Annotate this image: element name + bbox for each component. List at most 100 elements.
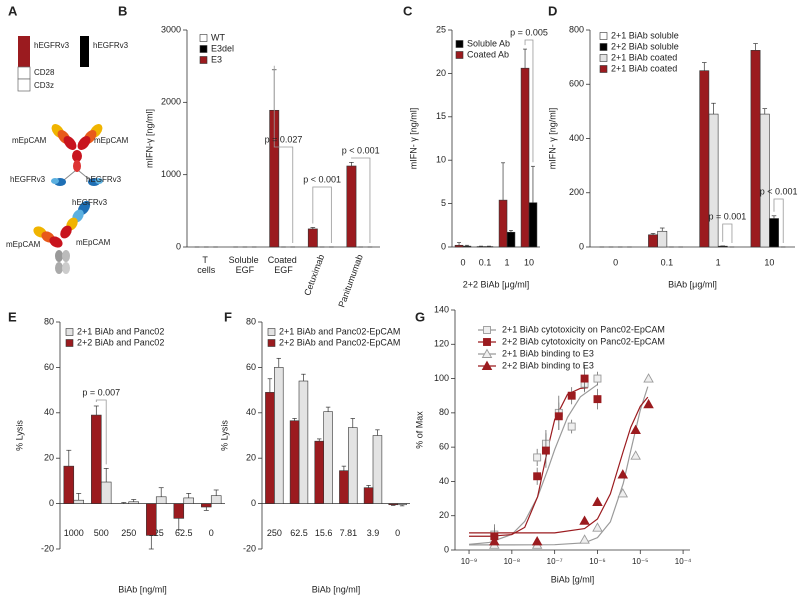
x-tick-label: 250 — [267, 528, 282, 538]
bar — [372, 435, 383, 504]
x-tick-label: 0 — [613, 257, 618, 267]
marker — [533, 453, 542, 462]
bar — [348, 427, 358, 504]
significance-bracket — [95, 399, 107, 465]
x-tick-label: 62.5 — [290, 528, 308, 538]
marker — [630, 424, 641, 434]
bar — [339, 470, 349, 504]
legend-swatch — [65, 328, 74, 336]
marker — [630, 450, 641, 460]
y-axis-label: mIFN- γ [ng/ml] — [408, 108, 418, 170]
p-value: p = 0.005 — [510, 27, 548, 37]
y-tick-label: 1000 — [161, 169, 181, 179]
bar — [717, 245, 728, 248]
legend-label: 2+2 BiAb cytotoxicity on Panc02-EpCAM — [502, 336, 665, 346]
p-value: p = 0.007 — [82, 387, 120, 397]
legend-label: 2+1 BiAb coated — [611, 63, 677, 73]
legend-label: 2+1 BiAb and Panc02-EpCAM — [279, 326, 400, 336]
bar — [314, 440, 324, 504]
x-tick-label: 0 — [460, 257, 465, 267]
y-axis-label: % Lysis — [14, 420, 24, 451]
bar — [506, 231, 516, 248]
bar — [146, 503, 157, 536]
significance-bracket — [524, 39, 534, 163]
marker — [579, 515, 590, 525]
fit-curve — [468, 384, 598, 545]
y-tick-label: 20 — [44, 453, 54, 463]
bar — [708, 113, 719, 248]
legend-label: 2+2 BiAb and Panc02 — [77, 337, 164, 347]
legend-label: 2+2 BiAb binding to E3 — [502, 360, 594, 370]
x-tick-label: 500 — [94, 528, 109, 538]
legend-label: 2+1 BiAb binding to E3 — [502, 348, 594, 358]
x-tick-label: 10⁻⁴ — [675, 557, 692, 566]
marker — [643, 398, 654, 409]
x-tick-label: 10⁻⁸ — [504, 557, 521, 566]
bar — [210, 495, 222, 504]
legend-label: 2+1 BiAb cytotoxicity on Panc02-EpCAM — [502, 324, 665, 334]
legend-swatch — [455, 40, 464, 48]
marker — [554, 412, 563, 421]
legend-swatch — [199, 34, 208, 42]
bar — [657, 230, 668, 248]
bar — [346, 165, 357, 248]
legend-label: 2+1 BiAb and Panc02 — [77, 326, 164, 336]
legend-label: 2+1 BiAb soluble — [611, 30, 679, 40]
y-tick-label: 80 — [246, 316, 256, 326]
bar — [274, 367, 284, 504]
bar — [201, 503, 212, 508]
x-tick-label: 0 — [209, 528, 214, 538]
x-tick-label: 7.81 — [340, 528, 358, 538]
y-axis-label: % Lysis — [219, 420, 229, 451]
panel-letter: E — [8, 309, 17, 324]
p-value: p < 0.001 — [303, 174, 341, 184]
y-tick-label: -20 — [41, 543, 54, 553]
p-value: p = 0.001 — [708, 211, 746, 221]
bar — [750, 50, 761, 248]
legend-label: 2+1 BiAb coated — [611, 52, 677, 62]
y-tick-label: 60 — [439, 442, 449, 452]
y-tick-label: 40 — [246, 407, 256, 417]
y-tick-label: 2000 — [161, 97, 181, 107]
legend-label: E3 — [211, 54, 222, 64]
y-tick-label: 0 — [251, 498, 256, 508]
y-tick-label: 800 — [569, 24, 584, 34]
p-value: p < 0.001 — [342, 145, 380, 155]
x-tick-label: Soluble EGF — [229, 255, 262, 275]
bar — [307, 228, 318, 248]
legend-swatch — [599, 43, 608, 51]
x-tick-label: 1000 — [64, 528, 84, 538]
legend-swatch — [599, 32, 608, 40]
x-tick-label: 0 — [395, 528, 400, 538]
bar — [528, 202, 538, 248]
y-tick-label: 80 — [439, 407, 449, 417]
y-tick-label: 400 — [569, 133, 584, 143]
significance-bracket — [312, 186, 332, 243]
p-value: p = 0.027 — [265, 134, 303, 144]
legend-marker — [481, 360, 493, 370]
domain-box — [17, 66, 31, 80]
marker — [593, 395, 602, 404]
marker — [617, 469, 629, 479]
construct-label: hEGFRv3 — [10, 175, 46, 184]
y-tick-label: 3000 — [161, 24, 181, 34]
significance-bracket — [722, 223, 733, 243]
x-tick-label: 15.6 — [315, 528, 333, 538]
y-tick-label: 15 — [436, 111, 446, 121]
domain-label: hEGFRv3 — [93, 41, 129, 50]
bar — [73, 499, 84, 504]
construct-label: hEGFRv3 — [86, 175, 122, 184]
legend-swatch — [199, 45, 208, 53]
panel-letter: D — [548, 3, 557, 18]
x-tick-label: 10⁻⁵ — [632, 557, 648, 566]
x-tick-label: Coated EGF — [268, 255, 300, 275]
legend-marker — [481, 348, 493, 358]
y-tick-label: -20 — [243, 543, 256, 553]
legend-swatch — [267, 328, 276, 336]
y-axis-label: % of Max — [414, 411, 424, 449]
legend-label: WT — [211, 32, 225, 42]
y-tick-label: 0 — [444, 544, 449, 554]
x-tick-label: 10⁻⁶ — [589, 557, 605, 566]
legend-label: Coated Ab — [467, 49, 509, 59]
bar — [63, 465, 75, 504]
